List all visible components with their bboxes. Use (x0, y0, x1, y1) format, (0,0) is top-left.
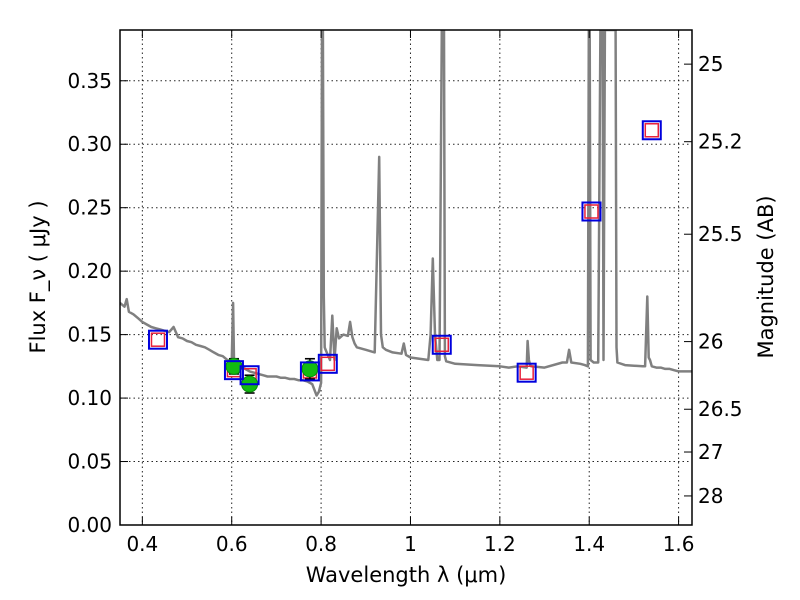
model-photometry-point (434, 337, 449, 353)
y-tick-label: 0.00 (67, 513, 112, 537)
series-layer (120, 30, 692, 397)
model-photometry-point (519, 365, 534, 380)
x-axis-title: Wavelength λ (μm) (306, 563, 507, 587)
grid-lines (120, 30, 692, 526)
filter-band-point (147, 329, 168, 350)
filter-band-point (223, 360, 244, 381)
filter-band-point (431, 334, 452, 355)
y-axis-right-title: Magnitude (AB) (754, 195, 778, 358)
model-photometry-point (644, 123, 660, 138)
x-tick-label: 1.4 (573, 532, 605, 556)
model-photometry-point (584, 204, 599, 219)
y-tick-label: 0.30 (67, 132, 112, 156)
y-tick-label: 0.15 (67, 323, 112, 347)
plot-frame (119, 29, 693, 526)
y-tick-label: 0.20 (67, 259, 112, 283)
right-tick-label: 26.5 (698, 397, 743, 421)
right-tick-label: 27 (698, 440, 723, 464)
y-tick-label: 0.10 (67, 386, 112, 410)
plot-background (120, 30, 692, 525)
y-axis-right: 25 25.2 25.5 26 26.5 27 28 (684, 52, 743, 508)
right-tick-label: 28 (698, 484, 723, 508)
model-photometry-point (150, 332, 166, 347)
filter-band-point (317, 353, 338, 374)
y-axis-left: 0.00 0.05 0.10 0.15 0.20 0.25 0.30 0.35 (67, 69, 128, 537)
y-tick-label: 0.35 (67, 69, 112, 93)
x-tick-label: 1.6 (663, 532, 695, 556)
filter-band-point (239, 365, 260, 386)
right-tick-label: 26 (698, 330, 723, 354)
filter-band-point (581, 201, 602, 222)
x-tick-label: 1.2 (484, 532, 516, 556)
filter-band-point (516, 362, 537, 383)
right-tick-label: 25 (698, 52, 723, 76)
filter-band-point (641, 120, 662, 141)
y-axis-title: Flux F_ν ( μJy ) (26, 200, 51, 353)
y-tick-label: 0.05 (67, 450, 112, 474)
x-axis: 0.4 0.6 0.8 1 1.2 1.4 1.6 (126, 30, 695, 556)
x-tick-label: 0.8 (305, 532, 337, 556)
x-tick-label: 0.4 (126, 532, 158, 556)
spectrum-line (120, 30, 692, 397)
y-tick-label: 0.25 (67, 196, 112, 220)
right-tick-label: 25.5 (698, 222, 743, 246)
x-tick-label: 0.6 (216, 532, 248, 556)
model-photometry-point (320, 356, 336, 372)
x-tick-label: 1 (404, 532, 417, 556)
right-tick-label: 25.2 (698, 130, 743, 154)
